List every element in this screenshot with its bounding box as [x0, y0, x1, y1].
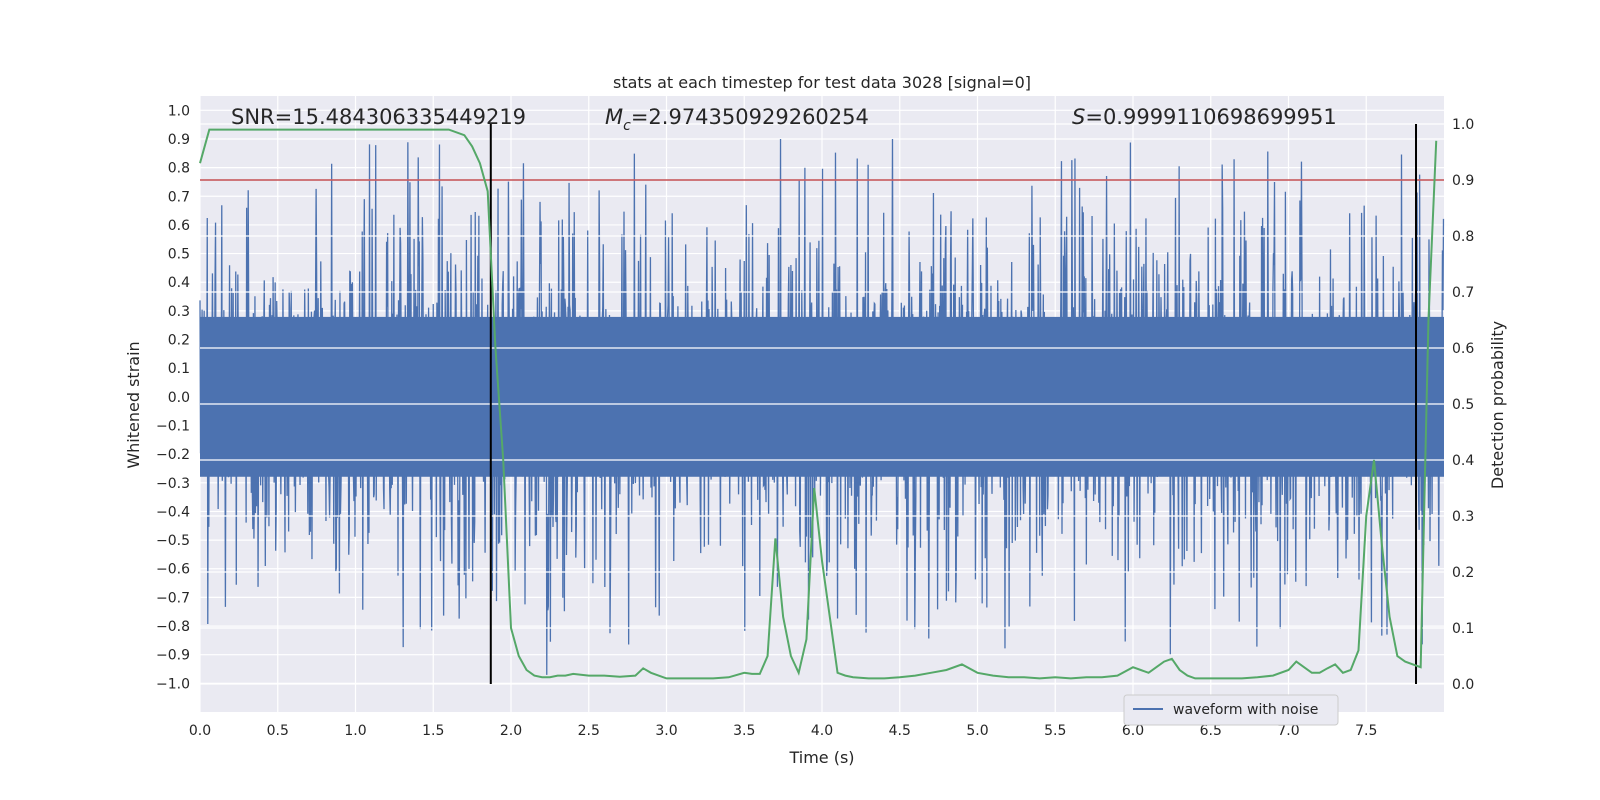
y-tick-label: −0.2: [156, 447, 190, 463]
y2-tick-label: 0.8: [1452, 229, 1474, 245]
y2-tick-label: 0.6: [1452, 341, 1474, 357]
chirp-mass-subscript: c: [623, 118, 631, 134]
y-tick-label: −0.3: [156, 476, 190, 492]
detection-probability-series: [199, 128, 1438, 680]
x-tick-label: 2.0: [500, 723, 522, 739]
x-tick-label: 1.5: [422, 723, 444, 739]
y-tick-label: 0.3: [168, 304, 190, 320]
x-tick-label: 0.5: [267, 723, 289, 739]
x-tick-label: 6.0: [1122, 723, 1144, 739]
y-tick-label: 0.0: [168, 390, 190, 406]
y-axis-ticks: 1.0 0.9 0.8 0.7 0.6 0.5 0.4 0.3 0.2 0.1 0.0 −0.1 −0.…: [156, 103, 190, 692]
y2-tick-label: 0.3: [1452, 509, 1474, 525]
y-tick-label: −0.1: [156, 418, 190, 434]
y-axis-label: Whitened strain: [124, 341, 143, 468]
snr-annotation: SNR=15.484306335449219: [231, 105, 526, 129]
x-tick-label: 6.5: [1200, 723, 1222, 739]
x-tick-label: 3.0: [655, 723, 677, 739]
waveform-series: [199, 138, 1445, 675]
y2-tick-label: 0.5: [1452, 397, 1474, 413]
y-tick-label: 0.6: [168, 218, 190, 234]
y2-tick-label: 0.9: [1452, 173, 1474, 189]
x-tick-label: 3.5: [733, 723, 755, 739]
x-tick-label: 7.0: [1277, 723, 1299, 739]
detection-statistic-annotation: S=0.9999110698699951: [1072, 105, 1337, 129]
y2-tick-label: 0.1: [1452, 621, 1474, 637]
y-tick-label: 0.5: [168, 247, 190, 263]
y-tick-label: 0.9: [168, 132, 190, 148]
x-tick-label: 1.0: [344, 723, 366, 739]
x-tick-label: 4.0: [811, 723, 833, 739]
legend-box: [1123, 694, 1339, 726]
y-tick-label: −0.8: [156, 619, 190, 635]
y2-axis-label: Detection probability: [1488, 321, 1507, 489]
y2-tick-label: 1.0: [1452, 117, 1474, 133]
y-tick-label: −1.0: [156, 676, 190, 692]
y-tick-label: −0.6: [156, 562, 190, 578]
y-tick-label: −0.7: [156, 590, 190, 606]
y-tick-label: −0.5: [156, 533, 190, 549]
chirp-mass-symbol: M: [605, 105, 623, 129]
y2-tick-label: 0.2: [1452, 565, 1474, 581]
detection-probability-line: [199, 128, 1438, 680]
y-tick-label: −0.9: [156, 648, 190, 664]
x-axis-ticks: 0.0 0.5 1.0 1.5 2.0 2.5 3.0 3.5 4.0 4.5 5.0 5.5 6.0 6…: [189, 723, 1378, 739]
y2-tick-label: 0.0: [1452, 677, 1474, 693]
legend-label: waveform with noise: [1173, 702, 1318, 718]
statistic-symbol: S: [1072, 105, 1085, 129]
x-tick-label: 0.0: [189, 723, 211, 739]
y-tick-label: 0.7: [168, 189, 190, 205]
y-tick-label: −0.4: [156, 504, 190, 520]
waveform-core-band: [200, 316, 1444, 477]
y-tick-label: 1.0: [168, 103, 190, 119]
statistic-value: =0.9999110698699951: [1085, 105, 1336, 129]
vertical-markers: [489, 124, 1418, 684]
x-tick-label: 5.5: [1044, 723, 1066, 739]
x-tick-label: 4.5: [889, 723, 911, 739]
x-axis-label: Time (s): [788, 748, 854, 767]
legend: waveform with noise: [1123, 694, 1339, 726]
x-tick-label: 7.5: [1355, 723, 1377, 739]
y-tick-label: 0.1: [168, 361, 190, 377]
y2-axis-ticks: 1.0 0.9 0.8 0.7 0.6 0.5 0.4 0.3 0.2 0.1 0.0: [1452, 117, 1474, 693]
x-tick-label: 2.5: [578, 723, 600, 739]
y2-tick-label: 0.4: [1452, 453, 1474, 469]
chart-title: stats at each timestep for test data 302…: [613, 73, 1031, 92]
y2-tick-label: 0.7: [1452, 285, 1474, 301]
y-tick-label: 0.2: [168, 333, 190, 349]
chirp-mass-value: =2.974350929260254: [631, 105, 869, 129]
x-tick-label: 5.0: [966, 723, 988, 739]
y-tick-label: 0.8: [168, 161, 190, 177]
y-tick-label: 0.4: [168, 275, 190, 291]
chirp-mass-annotation: Mc=2.974350929260254: [605, 105, 869, 134]
